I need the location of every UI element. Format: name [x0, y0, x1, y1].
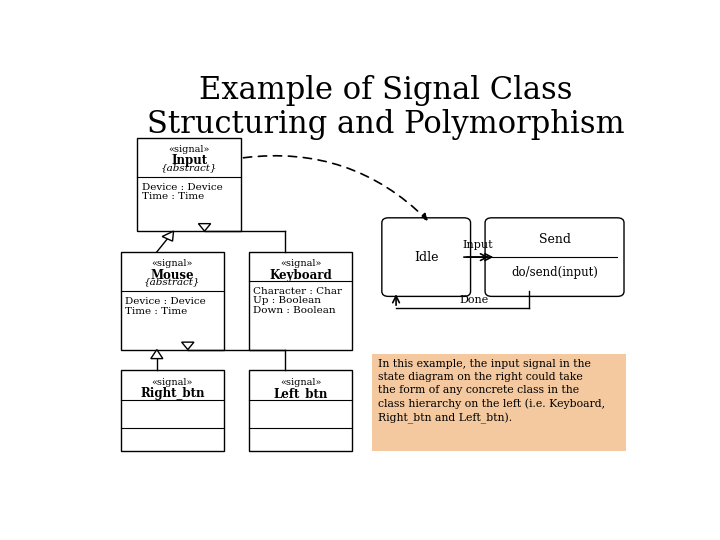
Text: Device : Device: Device : Device — [125, 297, 206, 306]
Text: Right_btn: Right_btn — [140, 387, 204, 400]
Bar — [121, 370, 224, 451]
Bar — [249, 252, 352, 349]
Text: Example of Signal Class
Structuring and Polymorphism: Example of Signal Class Structuring and … — [147, 75, 624, 140]
Polygon shape — [162, 231, 174, 241]
Bar — [121, 252, 224, 349]
Text: Device : Device: Device : Device — [142, 183, 222, 192]
Text: Time : Time: Time : Time — [142, 192, 204, 201]
Text: Send: Send — [539, 233, 570, 246]
Text: Down : Boolean: Down : Boolean — [253, 306, 336, 315]
Text: Time : Time: Time : Time — [125, 307, 187, 316]
FancyArrowPatch shape — [243, 156, 427, 220]
Polygon shape — [150, 349, 163, 359]
FancyBboxPatch shape — [382, 218, 471, 296]
Bar — [372, 354, 626, 451]
Text: {abstract}: {abstract} — [144, 278, 201, 287]
Text: Mouse: Mouse — [150, 268, 194, 281]
Text: «signal»: «signal» — [168, 145, 210, 154]
Text: Input: Input — [462, 240, 493, 249]
Text: Input: Input — [171, 154, 207, 167]
Text: Character : Char: Character : Char — [253, 287, 343, 296]
Polygon shape — [181, 342, 194, 349]
Text: In this example, the input signal in the
state diagram on the right could take
t: In this example, the input signal in the… — [379, 359, 606, 424]
Text: Left_btn: Left_btn — [274, 387, 328, 400]
Text: «signal»: «signal» — [152, 378, 193, 387]
Text: Done: Done — [459, 295, 489, 305]
Bar — [249, 370, 352, 451]
Text: Keyboard: Keyboard — [269, 268, 332, 281]
Text: «signal»: «signal» — [280, 378, 321, 387]
Text: «signal»: «signal» — [152, 259, 193, 268]
FancyBboxPatch shape — [485, 218, 624, 296]
Text: «signal»: «signal» — [280, 259, 321, 268]
Bar — [138, 138, 240, 231]
Text: do/send(input): do/send(input) — [511, 266, 598, 279]
Text: Idle: Idle — [414, 251, 438, 264]
Polygon shape — [199, 224, 211, 231]
Text: {abstract}: {abstract} — [161, 163, 217, 172]
Text: Up : Boolean: Up : Boolean — [253, 296, 322, 306]
